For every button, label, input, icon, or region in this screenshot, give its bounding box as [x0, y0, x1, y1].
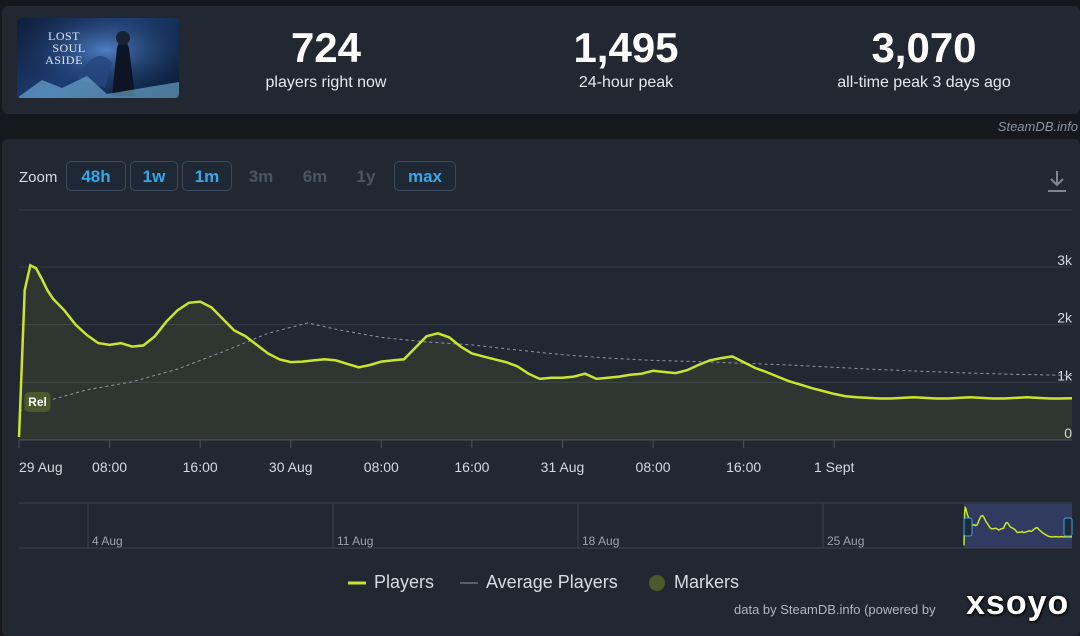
watermark: xsoyo [966, 584, 1070, 622]
download-icon[interactable] [1045, 168, 1069, 194]
stats-bar [2, 6, 1080, 114]
stat-24h-peak: 1,495 24-hour peak [536, 26, 716, 92]
chart-grid [19, 209, 1072, 441]
average-players-line [18, 322, 1073, 412]
zoom-label: Zoom [19, 169, 58, 186]
stat-all-time-peak: 3,070 all-time peak 3 days ago [814, 26, 1034, 92]
logo-text: LOST SOUL ASIDE [39, 30, 89, 66]
zoom-button-1m[interactable]: 1m [182, 161, 232, 191]
logo-art-icon [17, 18, 179, 98]
range-navigator[interactable]: 4 Aug 11 Aug 18 Aug 25 Aug [19, 502, 1073, 549]
chart-markers[interactable]: Rel [24, 391, 51, 412]
peak-24h-value: 1,495 [573, 24, 679, 71]
source-credit-top[interactable]: SteamDB.info [997, 119, 1078, 134]
logo-line-3: ASIDE [45, 53, 83, 67]
x-tick-label: 16:00 [454, 459, 489, 475]
x-tick-label: 08:00 [364, 459, 399, 475]
navigator-handle-left[interactable] [963, 517, 973, 537]
navigator-handle-right[interactable] [1063, 517, 1073, 537]
navigator-tick-label: 11 Aug [337, 534, 373, 548]
marker-badge[interactable] [24, 391, 51, 412]
x-tick-label: 29 Aug [19, 459, 63, 475]
current-players-value: 724 [290, 24, 362, 71]
logo-line-2: SOUL [52, 41, 86, 55]
navigator-tick-label: 25 Aug [827, 534, 864, 548]
zoom-button-1y: 1y [356, 167, 376, 186]
all-time-peak-label: all-time peak 3 days ago [837, 74, 1011, 91]
current-players-label: players right now [265, 74, 387, 91]
x-axis-ticks: 29 Aug 08:00 16:00 30 Aug 08:00 16:00 31 Aug 08… [18, 440, 855, 475]
zoom-button-max[interactable]: max [394, 161, 456, 191]
marker-label-rel: Rel [28, 395, 47, 409]
x-tick-label: 08:00 [636, 459, 671, 475]
legend-item-average[interactable]: Average Players [460, 572, 618, 593]
navigator-tick-label: 18 Aug [582, 534, 619, 548]
legend-label-average: Average Players [486, 572, 618, 592]
players-swatch-icon [348, 581, 366, 585]
all-time-peak-value: 3,070 [871, 24, 977, 71]
navigator-series [963, 505, 1073, 546]
peak-24h-label: 24-hour peak [578, 74, 674, 91]
logo-line-1: LOST [48, 29, 80, 43]
data-credit[interactable]: data by SteamDB.info (powered by [734, 602, 936, 617]
y-tick-label: 0 [1064, 425, 1072, 441]
zoom-button-1w[interactable]: 1w [130, 161, 178, 191]
y-tick-label: 3k [1057, 252, 1073, 268]
zoom-button-6m: 6m [302, 167, 328, 186]
x-tick-label: 16:00 [183, 459, 218, 475]
zoom-button-3m: 3m [248, 167, 274, 186]
x-tick-label: 16:00 [726, 459, 761, 475]
average-swatch-icon [460, 582, 478, 584]
x-tick-label: 31 Aug [541, 459, 585, 475]
stat-current: 724 players right now [236, 26, 416, 92]
legend-label-players: Players [374, 572, 435, 592]
navigator-selection[interactable] [964, 504, 1072, 548]
legend-item-markers[interactable]: Markers [648, 572, 739, 593]
players-line [17, 263, 1073, 438]
legend-item-players[interactable]: Players [348, 572, 434, 593]
game-logo[interactable]: LOST SOUL ASIDE [17, 18, 179, 98]
chart-panel [2, 139, 1080, 636]
x-tick-label: 08:00 [92, 459, 127, 475]
markers-swatch-icon [649, 575, 665, 592]
x-tick-label: 30 Aug [269, 459, 313, 475]
y-tick-label: 2k [1057, 310, 1073, 326]
players-area [19, 265, 1072, 440]
x-tick-label: 1 Sept [814, 459, 855, 475]
zoom-button-48h[interactable]: 48h [66, 161, 126, 191]
legend-label-markers: Markers [674, 572, 740, 592]
navigator-tick-label: 4 Aug [92, 534, 123, 548]
